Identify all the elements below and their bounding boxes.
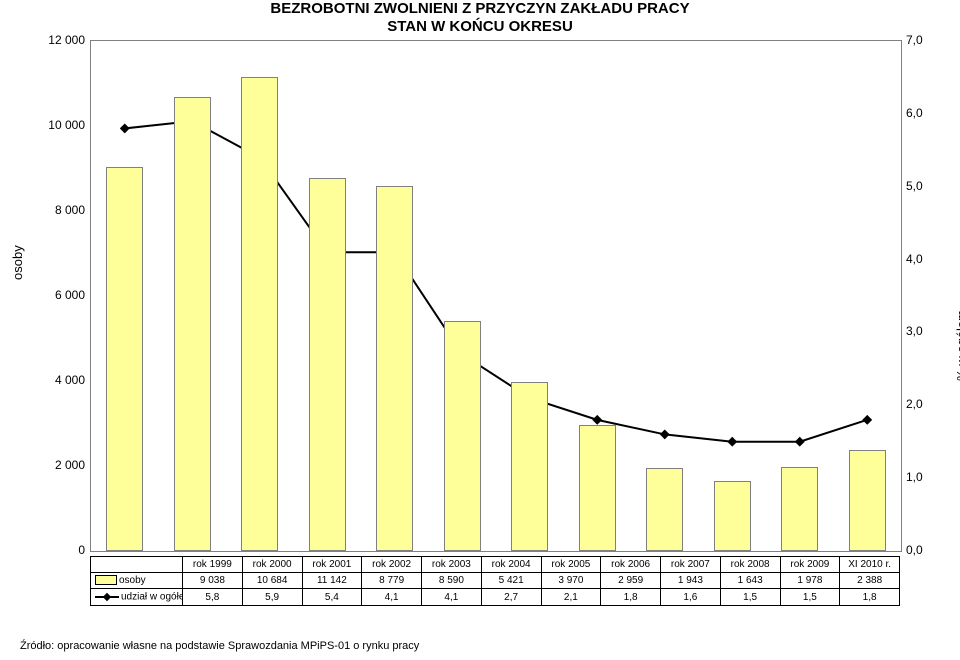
line-marker-icon: [592, 415, 602, 425]
category-header: rok 2007: [661, 557, 721, 573]
plot-wrap: 02 0004 0006 0008 00010 00012 0000,01,02…: [90, 40, 900, 550]
line-value-cell: 4,1: [362, 589, 422, 606]
bar: [444, 321, 481, 551]
bar: [849, 450, 886, 551]
line-value-cell: 1,8: [601, 589, 661, 606]
line-marker-icon: [95, 591, 119, 603]
category-header: rok 2004: [481, 557, 541, 573]
line-value-cell: 5,4: [302, 589, 362, 606]
chart-title: BEZROBOTNI ZWOLNIENI Z PRZYCZYN ZAKŁADU …: [180, 0, 780, 36]
y-tick-right: 3,0: [906, 324, 923, 338]
category-header: rok 2005: [541, 557, 601, 573]
title-line-2: STAN W KOŃCU OKRESU: [387, 18, 573, 35]
bar: [106, 167, 143, 551]
y-tick-right: 5,0: [906, 179, 923, 193]
category-header: rok 2009: [780, 557, 840, 573]
y-tick-left: 12 000: [48, 33, 85, 47]
y-tick-right: 6,0: [906, 106, 923, 120]
y-tick-right: 0,0: [906, 543, 923, 557]
category-header: rok 2001: [302, 557, 362, 573]
line-value-cell: 1,5: [720, 589, 780, 606]
y-tick-left: 10 000: [48, 118, 85, 132]
category-header: rok 2002: [362, 557, 422, 573]
y-axis-left-label: osoby: [10, 245, 25, 280]
series2-text: udział w ogółem: [121, 592, 183, 603]
bar-value-cell: 8 590: [422, 573, 482, 589]
legend-table-wrap: rok 1999rok 2000rok 2001rok 2002rok 2003…: [90, 556, 900, 606]
bar-value-cell: 1 978: [780, 573, 840, 589]
series-udzial-label: udział w ogółem: [91, 589, 183, 606]
table-header-row: rok 1999rok 2000rok 2001rok 2002rok 2003…: [91, 557, 900, 573]
series1-text: osoby: [119, 575, 146, 586]
title-line-1: BEZROBOTNI ZWOLNIENI Z PRZYCZYN ZAKŁADU …: [270, 0, 689, 17]
bar-swatch-icon: [95, 575, 117, 585]
legend-table: rok 1999rok 2000rok 2001rok 2002rok 2003…: [90, 556, 900, 606]
y-tick-left: 2 000: [55, 458, 85, 472]
bar: [309, 178, 346, 551]
bar-value-cell: 5 421: [481, 573, 541, 589]
line-value-cell: 4,1: [422, 589, 482, 606]
line-marker-icon: [862, 415, 872, 425]
category-header: rok 2006: [601, 557, 661, 573]
bar: [781, 467, 818, 551]
y-tick-left: 4 000: [55, 373, 85, 387]
bar: [511, 382, 548, 551]
bar-value-cell: 1 943: [661, 573, 721, 589]
line-value-cell: 5,9: [242, 589, 302, 606]
bar-value-cell: 3 970: [541, 573, 601, 589]
plot-area: [90, 40, 902, 552]
line-layer: [91, 41, 901, 551]
bar-value-cell: 8 779: [362, 573, 422, 589]
y-tick-right: 1,0: [906, 470, 923, 484]
category-header: rok 2003: [422, 557, 482, 573]
bar: [174, 97, 211, 551]
source-text: Źródło: opracowanie własne na podstawie …: [20, 640, 419, 652]
bar-value-cell: 9 038: [183, 573, 243, 589]
line-marker-icon: [660, 429, 670, 439]
line-marker-icon: [795, 437, 805, 447]
bar: [579, 425, 616, 551]
y-axis-right-label: % w ogółem: [954, 310, 960, 381]
bar-value-cell: 11 142: [302, 573, 362, 589]
table-corner-cell: [91, 557, 183, 573]
table-row: udział w ogółem 5,85,95,44,14,12,72,11,8…: [91, 589, 900, 606]
line-series: [125, 121, 868, 442]
bar: [241, 77, 278, 551]
page-root: BEZROBOTNI ZWOLNIENI Z PRZYCZYN ZAKŁADU …: [0, 0, 960, 660]
line-value-cell: 2,7: [481, 589, 541, 606]
series-osoby-label: osoby: [91, 573, 183, 589]
y-tick-left: 8 000: [55, 203, 85, 217]
bar-value-cell: 2 959: [601, 573, 661, 589]
line-marker-icon: [120, 123, 130, 133]
category-header: XI 2010 r.: [840, 557, 900, 573]
table-row: osoby 9 03810 68411 1428 7798 5905 4213 …: [91, 573, 900, 589]
y-tick-right: 4,0: [906, 252, 923, 266]
y-tick-right: 7,0: [906, 33, 923, 47]
y-tick-left: 6 000: [55, 288, 85, 302]
line-value-cell: 1,6: [661, 589, 721, 606]
bar: [714, 481, 751, 551]
bar: [646, 468, 683, 551]
line-value-cell: 5,8: [183, 589, 243, 606]
category-header: rok 1999: [183, 557, 243, 573]
bar-value-cell: 10 684: [242, 573, 302, 589]
bar-value-cell: 1 643: [720, 573, 780, 589]
line-value-cell: 1,8: [840, 589, 900, 606]
bar-value-cell: 2 388: [840, 573, 900, 589]
category-header: rok 2000: [242, 557, 302, 573]
category-header: rok 2008: [720, 557, 780, 573]
y-tick-right: 2,0: [906, 397, 923, 411]
bar: [376, 186, 413, 551]
y-tick-left: 0: [78, 543, 85, 557]
line-value-cell: 2,1: [541, 589, 601, 606]
line-marker-icon: [727, 437, 737, 447]
line-value-cell: 1,5: [780, 589, 840, 606]
